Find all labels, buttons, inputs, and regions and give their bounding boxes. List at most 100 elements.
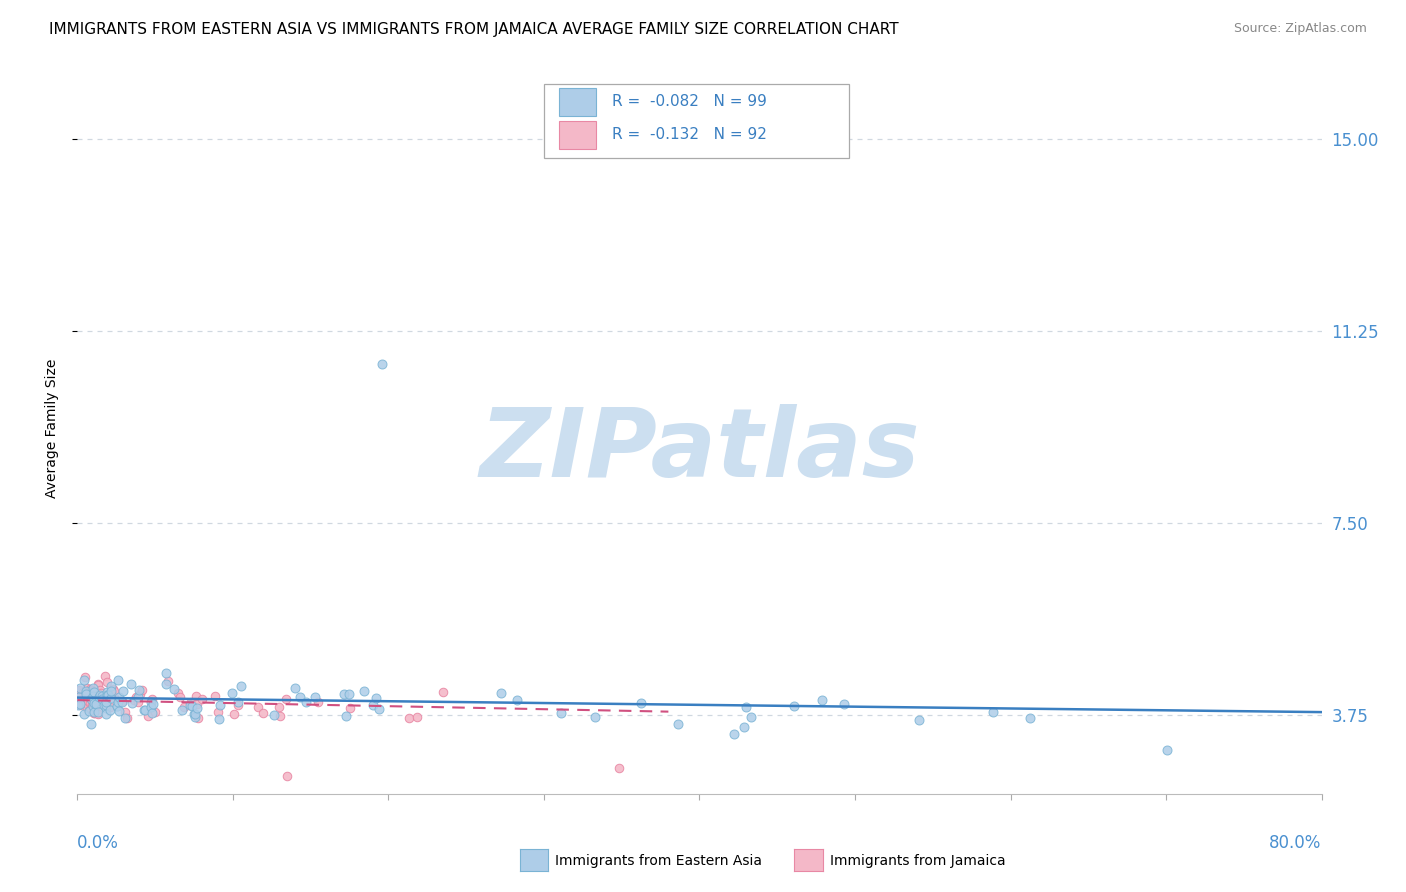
Point (67, 683, 90, 698)
Point (157, 673, 180, 688)
Point (353, 683, 375, 698)
Point (77, 694, 100, 708)
Point (83, 696, 105, 710)
Point (90, 686, 112, 700)
Point (180, 695, 202, 709)
Point (155, 677, 177, 691)
Point (69, 698, 91, 712)
Point (132, 703, 155, 717)
Point (204, 689, 226, 703)
Point (105, 699, 128, 714)
Point (166, 686, 188, 700)
Point (339, 700, 361, 714)
Point (87, 692, 110, 706)
Point (740, 710, 762, 724)
Point (100, 684, 122, 698)
Text: Immigrants from Jamaica: Immigrants from Jamaica (830, 854, 1005, 868)
Point (723, 727, 745, 741)
Point (666, 717, 689, 731)
Point (183, 707, 205, 722)
Point (83, 706, 105, 721)
Point (69, 698, 91, 713)
Text: 0.0%: 0.0% (77, 834, 120, 852)
Point (142, 697, 165, 711)
Point (263, 707, 285, 722)
Point (89, 688, 111, 702)
Point (96, 706, 118, 721)
Point (184, 709, 207, 723)
Point (190, 692, 212, 706)
Point (134, 703, 156, 717)
Point (77, 690, 100, 704)
Point (80, 684, 103, 698)
Point (284, 681, 307, 695)
Point (94, 700, 117, 714)
Point (79, 696, 101, 710)
Point (908, 713, 931, 727)
Point (111, 694, 134, 708)
Point (252, 706, 274, 720)
Point (229, 679, 252, 693)
Point (269, 700, 291, 714)
Text: R =  -0.132   N = 92: R = -0.132 N = 92 (613, 128, 768, 143)
Point (276, 692, 298, 706)
Point (735, 700, 758, 714)
Point (169, 690, 191, 704)
Point (129, 687, 152, 701)
Point (111, 695, 134, 709)
Point (82, 689, 104, 703)
Point (1156, 743, 1178, 757)
Point (832, 697, 855, 711)
Point (221, 686, 243, 700)
Point (82, 701, 104, 715)
FancyBboxPatch shape (558, 88, 596, 116)
Point (364, 691, 387, 706)
Text: ZIPatlas: ZIPatlas (479, 403, 920, 497)
Point (83, 705, 105, 719)
Point (100, 690, 122, 705)
Point (72, 685, 94, 699)
Point (170, 703, 193, 717)
Point (371, 357, 394, 371)
Point (91, 692, 114, 706)
Point (143, 705, 166, 719)
Point (983, 705, 1005, 719)
Text: Immigrants from Eastern Asia: Immigrants from Eastern Asia (555, 854, 762, 868)
Point (103, 683, 125, 698)
Point (120, 677, 142, 691)
Point (163, 682, 186, 697)
Point (79, 701, 101, 715)
Point (76, 698, 98, 712)
Point (307, 695, 329, 709)
Point (94, 698, 117, 713)
Point (96, 675, 118, 690)
Point (93, 698, 115, 712)
Point (73, 706, 96, 721)
Point (75, 694, 97, 708)
Point (405, 710, 427, 724)
Point (76, 701, 98, 715)
Point (117, 711, 139, 725)
Point (76, 681, 98, 695)
Point (295, 695, 318, 709)
Point (73, 691, 96, 706)
Point (505, 692, 527, 706)
Point (82, 689, 104, 703)
Point (83, 693, 105, 707)
Point (94, 696, 117, 710)
Point (432, 685, 454, 699)
Point (67, 698, 90, 712)
Point (108, 704, 131, 718)
Point (127, 695, 149, 709)
Point (69, 690, 91, 704)
Point (246, 699, 269, 714)
Point (184, 707, 207, 722)
Point (73, 673, 96, 687)
Point (90, 689, 112, 703)
Point (100, 679, 122, 693)
Point (89, 690, 111, 704)
Point (80, 690, 103, 705)
Point (112, 683, 135, 698)
FancyBboxPatch shape (544, 85, 849, 158)
Point (107, 673, 129, 688)
